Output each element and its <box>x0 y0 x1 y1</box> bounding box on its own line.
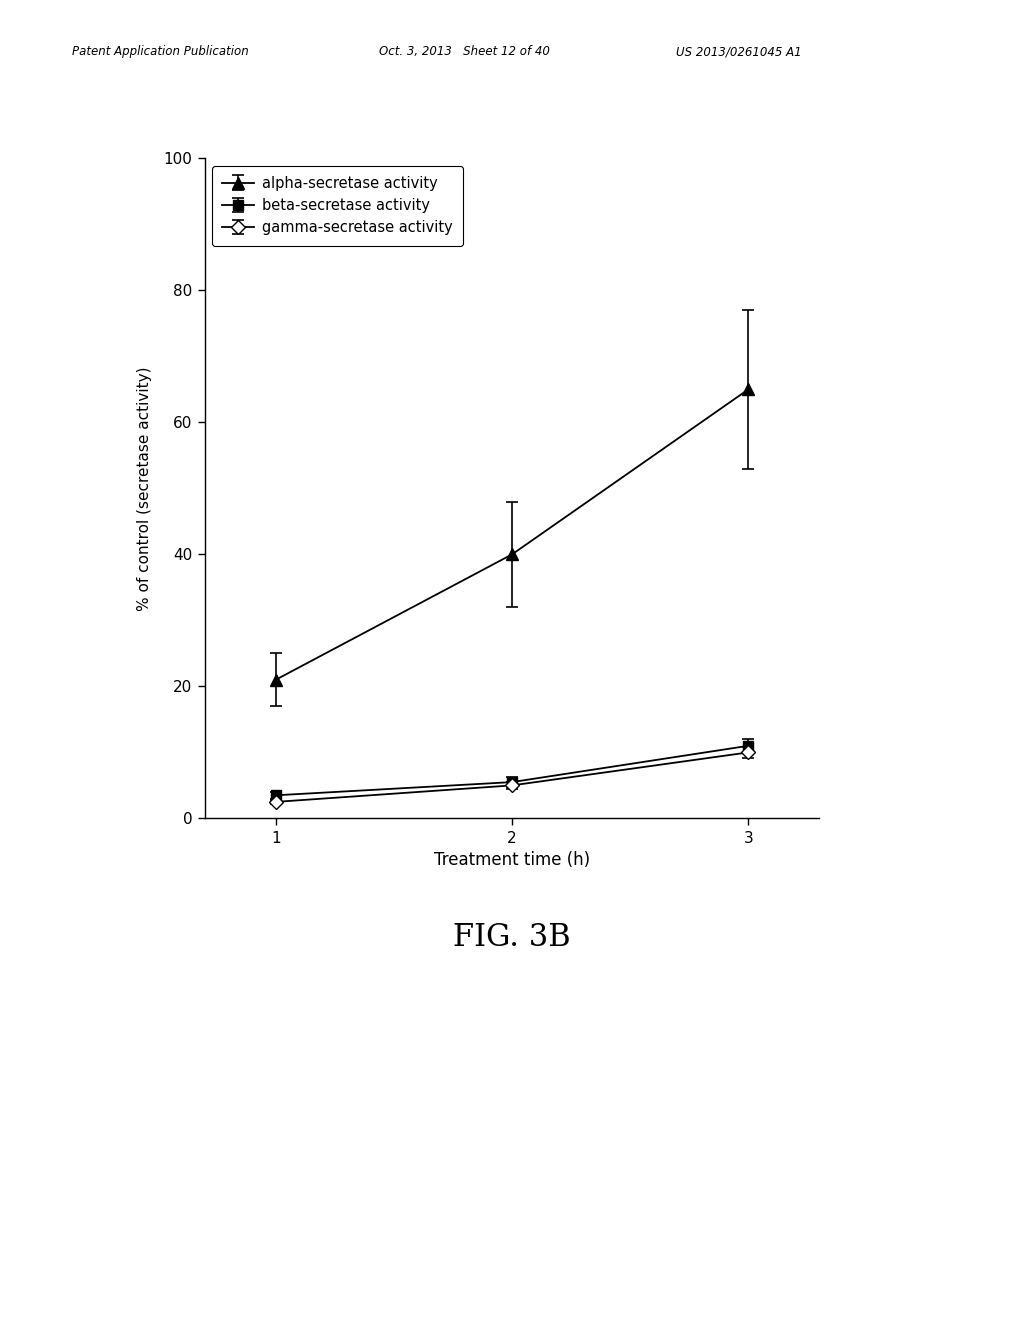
Legend: alpha-secretase activity, beta-secretase activity, gamma-secretase activity: alpha-secretase activity, beta-secretase… <box>212 166 463 246</box>
Text: US 2013/0261045 A1: US 2013/0261045 A1 <box>676 45 802 58</box>
X-axis label: Treatment time (h): Treatment time (h) <box>434 851 590 870</box>
Text: Oct. 3, 2013   Sheet 12 of 40: Oct. 3, 2013 Sheet 12 of 40 <box>379 45 550 58</box>
Text: FIG. 3B: FIG. 3B <box>454 921 570 953</box>
Text: Patent Application Publication: Patent Application Publication <box>72 45 249 58</box>
Y-axis label: % of control (secretase activity): % of control (secretase activity) <box>137 366 153 611</box>
